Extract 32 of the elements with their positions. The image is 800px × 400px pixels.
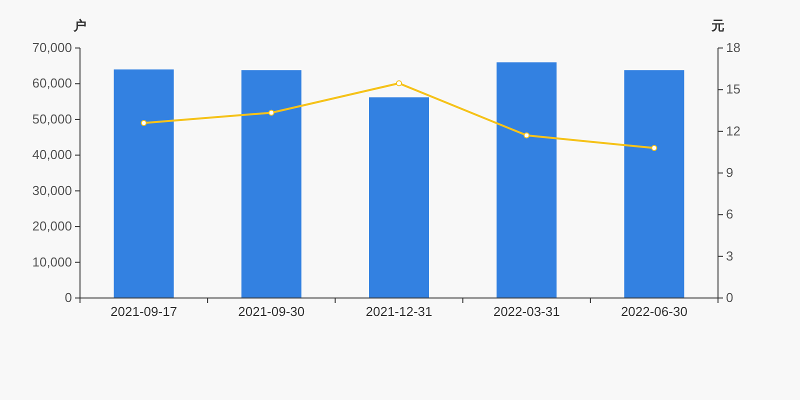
x-tick-label: 2022-06-30 (620, 304, 688, 319)
point (651, 145, 658, 151)
y-tick-label: 60,000 (32, 76, 72, 91)
bar (624, 70, 684, 298)
y-tick-label: 10,000 (32, 254, 72, 270)
y-tick-label: 20,000 (32, 218, 72, 234)
y2-tick-label: 15 (726, 82, 740, 97)
y2-tick-label: 3 (726, 248, 734, 264)
y2-tick-label: 9 (726, 165, 734, 180)
y-tick-label: 50,000 (32, 111, 72, 126)
y2-tick-label: 6 (726, 206, 734, 222)
y-axis-title: 户 (72, 18, 86, 33)
bar (369, 97, 429, 298)
point (524, 132, 530, 138)
y2-tick-label: 12 (726, 123, 740, 138)
bar (114, 69, 174, 298)
bar (496, 62, 557, 298)
y-tick-label: 70,000 (32, 40, 72, 55)
x-tick-label: 2022-03-31 (493, 304, 560, 319)
y2-tick-label: 18 (726, 40, 740, 55)
point (268, 110, 274, 116)
x-tick-label: 2021-12-31 (366, 304, 432, 319)
point (396, 80, 402, 86)
x-tick-label: 2021-09-17 (110, 304, 178, 319)
x-tick-label: 2021-09-30 (238, 304, 305, 319)
y2-tick-label: 0 (726, 290, 734, 305)
bar (241, 70, 302, 298)
y-tick-label: 30,000 (32, 182, 72, 198)
y2-axis-title: 元 (710, 18, 724, 33)
y-tick-label: 0 (64, 290, 72, 305)
point (140, 120, 147, 126)
y-tick-label: 40,000 (32, 147, 72, 162)
